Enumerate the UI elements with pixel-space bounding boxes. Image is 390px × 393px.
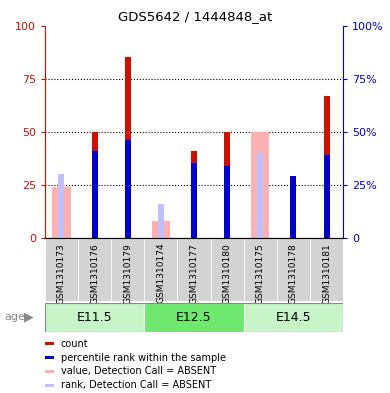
Text: E12.5: E12.5 — [176, 311, 212, 324]
Bar — [144, 303, 244, 332]
Bar — [257, 153, 263, 238]
Bar — [125, 57, 131, 238]
Bar — [45, 238, 78, 301]
Bar — [277, 238, 310, 301]
Bar — [144, 238, 177, 301]
Bar — [125, 140, 131, 238]
Text: E11.5: E11.5 — [77, 311, 112, 324]
Bar — [310, 238, 343, 301]
Text: ▶: ▶ — [25, 311, 34, 324]
Bar — [211, 238, 244, 301]
Text: GSM1310178: GSM1310178 — [289, 243, 298, 303]
Bar — [92, 132, 98, 238]
Text: GSM1310175: GSM1310175 — [256, 243, 265, 303]
Bar — [158, 204, 164, 238]
Text: age: age — [4, 312, 25, 322]
Bar — [191, 151, 197, 238]
Text: GSM1310173: GSM1310173 — [57, 243, 66, 303]
Bar — [45, 356, 54, 359]
Bar — [111, 238, 144, 301]
Text: GSM1310174: GSM1310174 — [156, 243, 165, 303]
Bar — [324, 155, 330, 238]
Text: GSM1310180: GSM1310180 — [223, 243, 232, 303]
Text: E14.5: E14.5 — [276, 311, 311, 324]
Text: percentile rank within the sample: percentile rank within the sample — [61, 353, 226, 363]
Bar — [58, 174, 64, 238]
Text: GSM1310176: GSM1310176 — [90, 243, 99, 303]
Bar — [324, 95, 330, 238]
Bar — [92, 151, 98, 238]
Text: GDS5642 / 1444848_at: GDS5642 / 1444848_at — [118, 10, 272, 23]
Bar — [45, 342, 54, 345]
Bar — [177, 238, 211, 301]
Bar — [224, 132, 230, 238]
Text: GSM1310179: GSM1310179 — [123, 243, 132, 303]
Text: rank, Detection Call = ABSENT: rank, Detection Call = ABSENT — [61, 380, 211, 390]
Bar — [291, 176, 296, 238]
Text: GSM1310177: GSM1310177 — [190, 243, 199, 303]
Text: GSM1310181: GSM1310181 — [322, 243, 331, 303]
Bar — [52, 187, 71, 238]
Bar — [45, 384, 54, 387]
Bar — [45, 303, 144, 332]
Bar — [224, 165, 230, 238]
Bar — [244, 303, 343, 332]
Bar — [78, 238, 111, 301]
Bar — [152, 221, 170, 238]
Bar — [191, 163, 197, 238]
Text: count: count — [61, 339, 89, 349]
Bar — [244, 238, 277, 301]
Bar — [45, 370, 54, 373]
Text: value, Detection Call = ABSENT: value, Detection Call = ABSENT — [61, 366, 216, 376]
Bar — [251, 132, 269, 238]
